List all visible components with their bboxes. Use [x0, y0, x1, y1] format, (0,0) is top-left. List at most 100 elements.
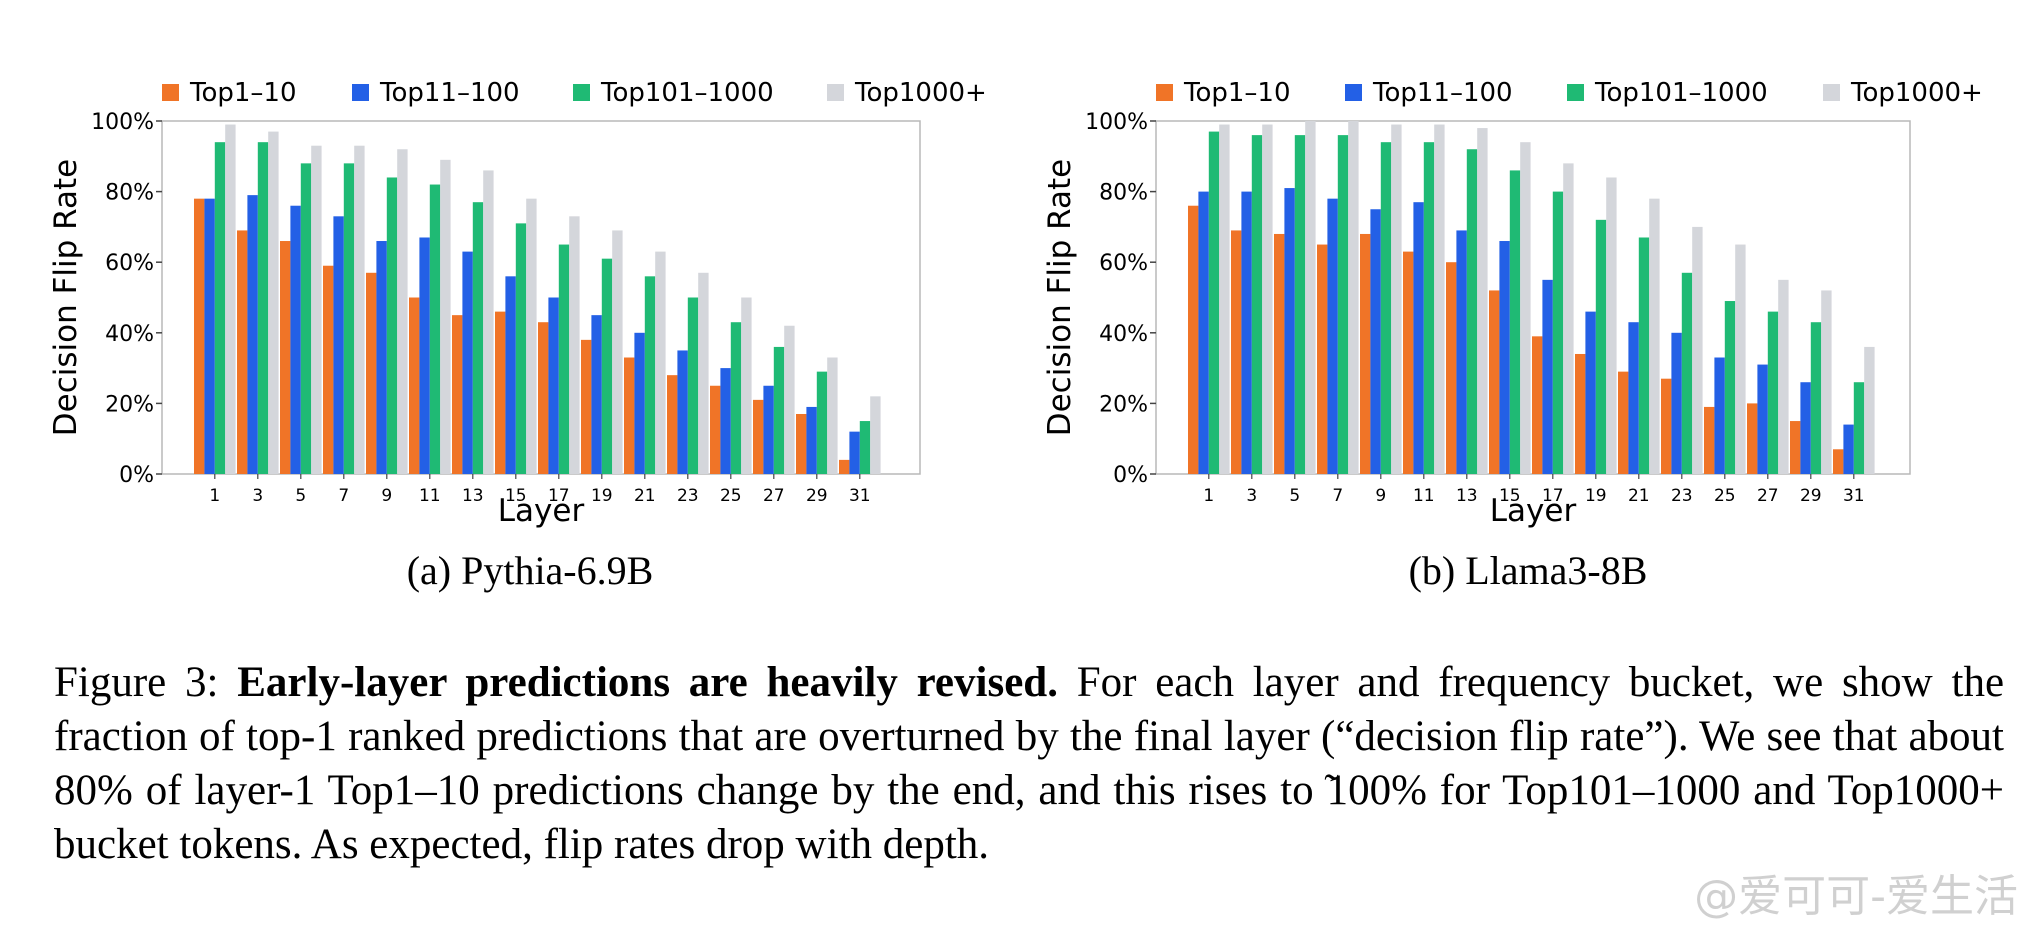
figure-charts: 0%20%40%60%80%100%1 3 5 7 9 11 13 15 17 19 21 23 25 2… [48, 78, 1983, 593]
chart-a-xtick-label: 19 [591, 486, 613, 506]
chart-a-xtick-label: 3 [252, 486, 263, 506]
chart-b-bar [1681, 272, 1693, 474]
chart-a-bar [827, 357, 838, 474]
chart-a-ytick-label: 60% [105, 251, 154, 276]
chart-a-bar [311, 145, 322, 474]
chart-a-ytick-label: 100% [91, 110, 154, 135]
chart-b-bar [1456, 230, 1467, 474]
chart-b-bar [1499, 241, 1510, 474]
chart-a-bar [806, 406, 817, 474]
chart-b-xtick-label: 15 [1499, 486, 1521, 506]
chart-b-ytick-label: 40% [1099, 322, 1148, 347]
chart-b-bar [1434, 124, 1445, 474]
chart-b-bar [1391, 124, 1402, 474]
chart-a-bar [591, 315, 602, 474]
chart-a-ytick-label: 20% [105, 392, 154, 417]
chart-a-bar [333, 216, 344, 474]
chart-b-bar [1532, 336, 1543, 474]
chart-a-subcaption: (a) Pythia-6.9B [407, 548, 654, 593]
chart-b-bar [1380, 142, 1392, 474]
chart-b-bar [1649, 198, 1660, 474]
chart-b-xtick-label: 9 [1375, 486, 1386, 506]
caption-label: Figure 3: [54, 659, 219, 706]
chart-b-bar [1552, 191, 1564, 474]
chart-b-bar [1198, 191, 1209, 474]
chart-b-bar [1284, 188, 1295, 474]
chart-b-xtick-label: 3 [1246, 486, 1257, 506]
chart-a-bar [655, 251, 666, 474]
chart-a-legend-swatch [573, 84, 590, 101]
chart-b-bar [1606, 177, 1617, 475]
chart-a-bar [601, 258, 613, 474]
chart-a-bar [290, 205, 301, 474]
chart-b-xtick-label: 31 [1843, 486, 1865, 506]
chart-b-bar [1413, 202, 1424, 474]
chart-a-bar [397, 149, 408, 475]
chart-a-bar [204, 198, 215, 474]
chart-b-bar [1466, 149, 1478, 475]
chart-b-bar [1251, 135, 1263, 474]
chart-a-xtick-label: 29 [806, 486, 828, 506]
chart-a-bar [354, 145, 365, 474]
chart-b-bar [1853, 382, 1865, 474]
chart-b-bar [1595, 219, 1607, 474]
chart-b-legend-swatch [1567, 84, 1584, 101]
chart-a-bar [753, 399, 764, 474]
chart-b-bar [1317, 244, 1328, 474]
chart-a-ytick-label: 40% [105, 322, 154, 347]
watermark: @爱可可-爱生活 [1694, 871, 2018, 922]
chart-a-ytick-label: 0% [119, 463, 154, 488]
chart-b-xtick-label: 17 [1542, 486, 1564, 506]
chart-a-xtick-label: 31 [849, 486, 871, 506]
chart-b-bar [1843, 424, 1854, 474]
chart-b-bar [1520, 142, 1531, 474]
chart-b-bar [1241, 191, 1252, 474]
chart-b-xlabel: Layer [1490, 493, 1577, 529]
chart-b-legend-label: Top101–1000 [1594, 78, 1768, 108]
chart-b-legend-label: Top1–10 [1183, 78, 1291, 108]
chart-b-bar [1638, 237, 1650, 474]
chart-a-xtick-label: 23 [677, 486, 699, 506]
chart-a-bar [472, 202, 484, 474]
chart-b: 0%20%40%60%80%100%1 3 5 7 9 11 13 15 17 19 21 23 25 2… [1042, 78, 1983, 593]
chart-a-bar [859, 421, 871, 474]
chart-b-bar [1790, 421, 1801, 474]
chart-b-xtick-label: 27 [1757, 486, 1779, 506]
chart-b-bar [1628, 322, 1639, 474]
chart-b-xtick-label: 5 [1289, 486, 1300, 506]
chart-b-ytick-label: 60% [1099, 251, 1148, 276]
chart-a-xtick-label: 27 [763, 486, 785, 506]
chart-b-bar [1575, 353, 1586, 474]
chart-b-bar [1188, 205, 1199, 474]
chart-b-bar [1489, 290, 1500, 474]
chart-a-bar [710, 385, 721, 474]
chart-a-bar [548, 297, 559, 474]
chart-a: 0%20%40%60%80%100%1 3 5 7 9 11 13 15 17 19 21 23 25 2… [48, 78, 987, 593]
chart-a-legend-swatch [162, 84, 179, 101]
chart-b-ylabel: Decision Flip Rate [1042, 159, 1078, 437]
chart-b-bar [1348, 121, 1359, 474]
chart-a-xtick-label: 5 [295, 486, 306, 506]
chart-a-bar [569, 216, 580, 474]
chart-a-bar [268, 131, 279, 474]
chart-b-xtick-label: 21 [1628, 486, 1650, 506]
chart-a-ytick-label: 80% [105, 181, 154, 206]
chart-a-bar [419, 237, 430, 474]
chart-b-bar [1423, 142, 1435, 474]
chart-a-bar [452, 315, 463, 474]
chart-b-bar [1231, 230, 1242, 474]
chart-b-xtick-label: 1 [1203, 486, 1214, 506]
chart-b-bar [1704, 406, 1715, 474]
chart-b-ytick-label: 20% [1099, 392, 1148, 417]
chart-a-xtick-label: 25 [720, 486, 742, 506]
chart-a-bar [634, 332, 645, 474]
chart-b-ytick-label: 80% [1099, 181, 1148, 206]
chart-b-bar [1735, 244, 1746, 474]
chart-a-legend-label: Top1000+ [854, 78, 987, 108]
chart-a-bar [581, 339, 592, 474]
chart-b-xtick-label: 11 [1413, 486, 1435, 506]
chart-b-bar [1692, 226, 1703, 474]
chart-b-xtick-label: 23 [1671, 486, 1693, 506]
chart-a-bar [698, 272, 709, 474]
chart-a-xtick-label: 9 [381, 486, 392, 506]
